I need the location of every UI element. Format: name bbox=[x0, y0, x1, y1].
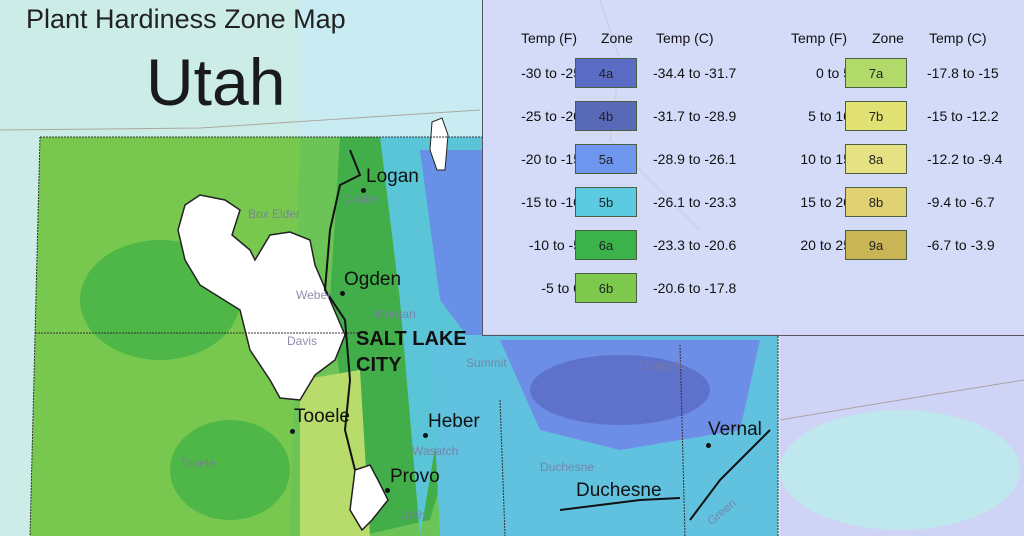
legend-row: -20 to -15 5a -28.9 to -26.1 bbox=[483, 144, 783, 174]
county-davis: Davis bbox=[287, 334, 318, 348]
legend-row: 20 to 25 9a -6.7 to -3.9 bbox=[739, 230, 1024, 260]
legend-header-temp-f: Temp (F) bbox=[791, 30, 847, 46]
legend-header-zone: Zone bbox=[872, 30, 904, 46]
legend-row: 10 to 15 8a -12.2 to -9.4 bbox=[739, 144, 1024, 174]
legend-temp-f: 10 to 15 bbox=[800, 151, 851, 167]
legend-zone-swatch: 7a bbox=[845, 58, 907, 88]
legend-row: -15 to -10 5b -26.1 to -23.3 bbox=[483, 187, 783, 217]
city-salt-lake-line1: SALT LAKE bbox=[356, 328, 467, 350]
county-cache: Cache bbox=[344, 192, 379, 206]
legend-row: 5 to 10 7b -15 to -12.2 bbox=[739, 101, 1024, 131]
utah-lake bbox=[349, 464, 389, 532]
legend-temp-c: -20.6 to -17.8 bbox=[653, 280, 737, 296]
county-tooele: Tooele bbox=[180, 456, 216, 470]
legend-temp-f: -10 to -5 bbox=[528, 237, 581, 253]
legend-header-temp-f: Temp (F) bbox=[521, 30, 577, 46]
legend-row: -30 to -25 4a -34.4 to -31.7 bbox=[483, 58, 783, 88]
legend-zone-swatch: 6b bbox=[575, 273, 637, 303]
legend-temp-f: 20 to 25 bbox=[800, 237, 851, 253]
legend-header-temp-c: Temp (C) bbox=[929, 30, 987, 46]
legend-zone-swatch: 6a bbox=[575, 230, 637, 260]
legend-temp-c: -28.9 to -26.1 bbox=[653, 151, 737, 167]
legend-zone-swatch: 4a bbox=[575, 58, 637, 88]
city-duchesne: Duchesne bbox=[576, 480, 662, 501]
legend-zone-swatch: 5b bbox=[575, 187, 637, 217]
legend-temp-c: -23.3 to -20.6 bbox=[653, 237, 737, 253]
city-marker bbox=[423, 433, 428, 438]
legend-temp-f: -25 to -20 bbox=[521, 108, 581, 124]
legend-temp-c: -26.1 to -23.3 bbox=[653, 194, 737, 210]
legend-temp-c: -9.4 to -6.7 bbox=[927, 194, 995, 210]
legend-temp-f: 0 to 5 bbox=[815, 65, 851, 81]
legend-row: 15 to 20 8b -9.4 to -6.7 bbox=[739, 187, 1024, 217]
legend-zone-swatch: 9a bbox=[845, 230, 907, 260]
legend-row: -10 to -5 6a -23.3 to -20.6 bbox=[483, 230, 783, 260]
city-salt-lake-line2: CITY bbox=[356, 354, 402, 376]
county-utah: Utah bbox=[400, 508, 426, 522]
county-box-elder: Box Elder bbox=[248, 207, 301, 221]
map-title: Plant Hardiness Zone Map bbox=[26, 4, 346, 34]
legend-zone-swatch: 5a bbox=[575, 144, 637, 174]
great-salt-lake bbox=[177, 194, 346, 401]
city-vernal: Vernal bbox=[708, 419, 762, 440]
legend-header-zone: Zone bbox=[601, 30, 633, 46]
legend-row: 0 to 5 7a -17.8 to -15 bbox=[739, 58, 1024, 88]
legend-zone-swatch: 8b bbox=[845, 187, 907, 217]
legend-temp-c: -34.4 to -31.7 bbox=[653, 65, 737, 81]
legend-temp-c: -15 to -12.2 bbox=[927, 108, 999, 124]
city-marker bbox=[361, 188, 366, 193]
zone-legend: Temp (F) Zone Temp (C) -30 to -25 4a -34.4… bbox=[482, 0, 1024, 336]
city-provo: Provo bbox=[390, 466, 440, 487]
state-name: Utah bbox=[146, 45, 286, 119]
city-ogden: Ogden bbox=[344, 269, 402, 290]
legend-temp-c: -31.7 to -28.9 bbox=[653, 108, 737, 124]
city-heber: Heber bbox=[428, 411, 480, 432]
legend-zone-swatch: 4b bbox=[575, 101, 637, 131]
legend-temp-f: -20 to -15 bbox=[521, 151, 581, 167]
county-daggett: Daggett bbox=[640, 358, 683, 372]
county-duchesne: Duchesne bbox=[540, 460, 595, 474]
legend-zone-swatch: 8a bbox=[845, 144, 907, 174]
city-tooele: Tooele bbox=[294, 406, 350, 427]
legend-temp-f: -15 to -10 bbox=[521, 194, 581, 210]
legend-temp-c: -6.7 to -3.9 bbox=[927, 237, 995, 253]
city-salt-lake-city: SALT LAKE CITY bbox=[356, 326, 467, 378]
legend-row: -5 to 0 6b -20.6 to -17.8 bbox=[483, 273, 783, 303]
legend-temp-f: 15 to 20 bbox=[800, 194, 851, 210]
legend-temp-f: -5 to 0 bbox=[541, 280, 581, 296]
county-summit: Summit bbox=[466, 356, 507, 370]
legend-temp-f: -30 to -25 bbox=[521, 65, 581, 81]
city-marker bbox=[340, 291, 345, 296]
city-marker bbox=[290, 429, 295, 434]
county-wasatch: Wasatch bbox=[412, 444, 459, 458]
city-logan: Logan bbox=[366, 166, 419, 187]
legend-temp-c: -12.2 to -9.4 bbox=[927, 151, 1003, 167]
city-marker bbox=[706, 443, 711, 448]
bear-lake bbox=[429, 117, 449, 171]
county-morgan: Morgan bbox=[375, 307, 416, 321]
legend-header-temp-c: Temp (C) bbox=[656, 30, 714, 46]
city-marker bbox=[385, 488, 390, 493]
legend-temp-c: -17.8 to -15 bbox=[927, 65, 999, 81]
legend-zone-swatch: 7b bbox=[845, 101, 907, 131]
legend-temp-f: 5 to 10 bbox=[808, 108, 851, 124]
legend-row: -25 to -20 4b -31.7 to -28.9 bbox=[483, 101, 783, 131]
county-weber: Weber bbox=[296, 288, 332, 302]
